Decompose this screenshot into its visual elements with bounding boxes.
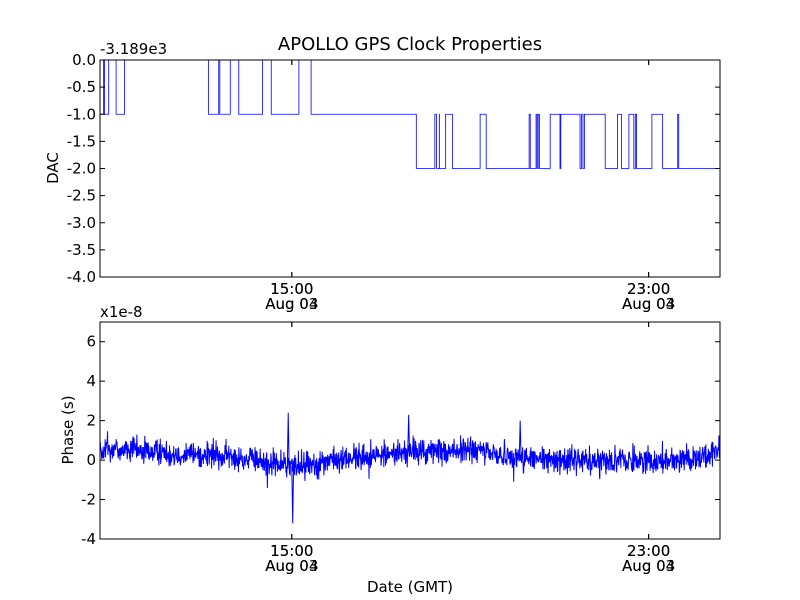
x-tick-time-label: 15:00	[270, 542, 313, 560]
x-tick-date-label: Aug 03	[265, 295, 318, 313]
dac-y-axis-label: DAC	[44, 152, 62, 184]
y-tick-label: 0	[86, 451, 96, 469]
x-tick-date-label: Aug 04	[622, 557, 675, 575]
dac-line	[100, 60, 720, 169]
x-tick-time-label: 23:00	[627, 542, 670, 560]
dac-offset-label: -3.189e3	[100, 40, 167, 58]
x-tick-time-label: 23:00	[627, 542, 670, 560]
x-tick-time-label: 23:00	[627, 280, 670, 298]
chart-title: APOLLO GPS Clock Properties	[278, 34, 542, 55]
phase-line	[100, 412, 720, 524]
phase-y-axis-label: Phase (s)	[59, 395, 77, 464]
dac-panel: 0.0 -0.5 -1.0 -1.5 -2.0 -2.5 -3.0 -3.5 -4.0 15:00…	[44, 40, 721, 313]
dac-series-group	[100, 60, 720, 169]
y-tick-label: -0.5	[67, 78, 96, 96]
y-tick-label: -2	[81, 491, 96, 509]
x-tick-date-label: Aug 04	[265, 557, 318, 575]
y-tick-label: -3.0	[67, 214, 96, 232]
plot-frame	[99, 321, 721, 540]
dac-axes: 0.0 -0.5 -1.0 -1.5 -2.0 -2.5 -3.0 -3.5 -4.0 15:00…	[67, 51, 721, 313]
phase-series-group	[100, 412, 720, 524]
y-tick-label: -3.5	[67, 241, 96, 259]
y-tick-label: 6	[86, 333, 96, 351]
y-tick-label: -2.0	[67, 160, 96, 178]
x-tick-date-label: Aug 04	[265, 295, 318, 313]
phase-offset-label: x1e-8	[100, 303, 143, 321]
y-tick-label: -4.0	[67, 268, 96, 286]
x-tick-date-label: Aug 03	[265, 557, 318, 575]
x-tick-date-label: Aug 04	[622, 295, 675, 313]
y-tick-label: 4	[86, 372, 96, 390]
x-tick-date-label: Aug 03	[622, 295, 675, 313]
y-tick-label: -1.0	[67, 105, 96, 123]
y-tick-label: 0.0	[72, 51, 96, 69]
x-tick-time-label: 15:00	[270, 542, 313, 560]
y-tick-label: -1.5	[67, 132, 96, 150]
x-tick-time-label: 15:00	[270, 280, 313, 298]
x-tick-time-label: 23:00	[627, 280, 670, 298]
y-tick-label: -2.5	[67, 187, 96, 205]
x-tick-time-label: 15:00	[270, 280, 313, 298]
y-tick-label: 2	[86, 412, 96, 430]
x-axis-label: Date (GMT)	[367, 578, 453, 596]
x-tick-date-label: Aug 03	[622, 557, 675, 575]
y-tick-label: -4	[81, 530, 96, 548]
